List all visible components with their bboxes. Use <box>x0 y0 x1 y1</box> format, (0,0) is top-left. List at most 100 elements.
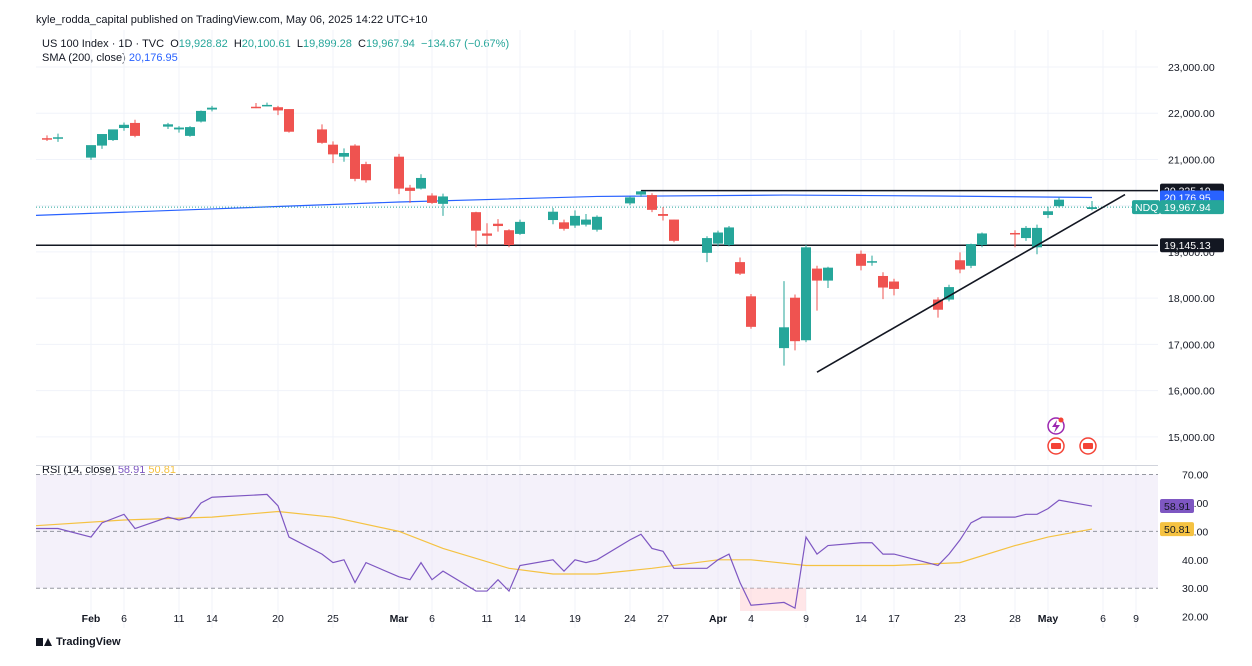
candle-body <box>636 191 646 195</box>
candle-body <box>867 261 877 263</box>
rsi-band <box>36 474 1158 611</box>
brand-label: TradingView <box>56 636 121 648</box>
candle-body <box>779 327 789 349</box>
high-label: H <box>233 38 242 50</box>
candle-body <box>119 124 129 129</box>
open-value: 19,928.82 <box>178 38 228 50</box>
candle-body <box>944 287 954 300</box>
price-tick-label: 18,000.00 <box>1168 293 1215 305</box>
time-tick-label: Feb <box>82 613 101 625</box>
candle-body <box>1010 232 1020 235</box>
candle-body <box>273 107 283 111</box>
candle-body <box>1054 199 1064 207</box>
rsi-tick-label: 40.00 <box>1182 555 1208 567</box>
candle-body <box>328 144 338 155</box>
time-tick-label: 27 <box>657 613 669 625</box>
tradingview-logo[interactable]: TradingView <box>36 636 121 648</box>
rsi-label: RSI (14, close) <box>42 464 115 476</box>
candle-body <box>163 124 173 127</box>
candle-body <box>130 122 140 136</box>
low-label: L <box>296 38 303 50</box>
candle-body <box>361 164 371 181</box>
rsi-tag-bg <box>1160 522 1194 537</box>
rsi-value: 58.91 <box>117 464 146 476</box>
rsi-lines <box>35 493 1093 610</box>
rsi-tag-label: 58.91 <box>1164 501 1190 513</box>
time-tick-label: May <box>1038 613 1059 625</box>
candle-body <box>581 219 591 225</box>
level-tag-label: 19,967.94 <box>1164 202 1211 214</box>
candle-body <box>977 233 987 245</box>
candle-body <box>42 138 52 140</box>
time-tick-label: 9 <box>803 613 809 625</box>
candle-body <box>97 134 107 146</box>
candle-body <box>482 233 492 236</box>
candle-body <box>592 216 602 230</box>
time-tick-label: Apr <box>709 613 727 625</box>
level-tag-bg <box>1160 200 1224 215</box>
candle-body <box>471 212 481 231</box>
time-tick-label: 17 <box>888 613 900 625</box>
candle-body <box>405 187 415 191</box>
time-tick-label: 11 <box>174 613 185 625</box>
time-tick-label: 11 <box>482 613 493 625</box>
level-tag-bg <box>1160 238 1224 253</box>
time-tick-label: 6 <box>429 613 435 625</box>
symbol-tag-label: NDQ <box>1135 202 1158 214</box>
time-tick-label: 25 <box>327 613 339 625</box>
sma-200-line <box>35 194 1093 217</box>
time-tick-label: 4 <box>748 613 754 625</box>
candle-body <box>339 152 349 157</box>
publisher-caption: kyle_rodda_capital published on TradingV… <box>36 14 428 26</box>
candle-body <box>262 104 272 107</box>
tradingview-mark-icon <box>36 637 52 647</box>
sma-line <box>35 194 1093 217</box>
low-value: 19,899.28 <box>302 38 352 50</box>
candle-body <box>889 281 899 289</box>
candle-body <box>790 297 800 342</box>
candle-body <box>856 253 866 266</box>
time-tick-label: 28 <box>1009 613 1021 625</box>
candle-body <box>427 195 437 203</box>
time-tick-label: 6 <box>121 613 127 625</box>
price-tick-label: 21,000.00 <box>1168 154 1215 166</box>
lightning-glyph-icon <box>1052 420 1060 433</box>
flag-glyph-icon <box>1083 443 1093 449</box>
candle-body <box>174 127 184 130</box>
time-tick-label: 14 <box>514 613 526 625</box>
sma-label: SMA (200, close) <box>42 52 126 64</box>
close-value: 19,967.94 <box>365 38 415 50</box>
candle-body <box>284 109 294 132</box>
flag-glyph-icon <box>1051 443 1061 449</box>
candle-body <box>801 247 811 341</box>
candle-body <box>317 129 327 143</box>
open-label: O <box>170 38 179 50</box>
sma-value: 20,176.95 <box>128 52 178 64</box>
time-tick-label: 9 <box>1133 613 1139 625</box>
candle-body <box>504 230 514 245</box>
sma-legend: SMA (200, close) 20,176.95 <box>42 52 178 64</box>
price-tick-label: 16,000.00 <box>1168 386 1215 398</box>
candle-body <box>1087 207 1097 209</box>
alert-dot-icon <box>1058 417 1064 423</box>
symbol-tag-bg <box>1132 200 1160 215</box>
price-axis: 15,000.0016,000.0017,000.0018,000.0019,0… <box>1132 62 1224 624</box>
candle-body <box>658 214 668 216</box>
level-tag-label: 19,145.13 <box>1164 240 1211 252</box>
candle-body <box>1032 227 1042 248</box>
close-label: C <box>358 38 366 50</box>
time-tick-label: 24 <box>624 613 636 625</box>
candle-body <box>878 275 888 288</box>
price-tick-label: 17,000.00 <box>1168 339 1215 351</box>
candle-body <box>570 215 580 226</box>
time-tick-label: 23 <box>954 613 966 625</box>
candle-body <box>823 267 833 281</box>
time-axis: Feb 6 11 14 20 25 Mar 6 11 14 19 24 27 Apr 4 9 14 17 23 28 M… <box>82 613 1139 625</box>
candle-body <box>438 196 448 204</box>
candle-body <box>350 145 360 179</box>
time-tick-label: 19 <box>569 613 581 625</box>
candle-body <box>251 106 261 109</box>
candle-body <box>86 145 96 158</box>
candle-body <box>559 222 569 229</box>
